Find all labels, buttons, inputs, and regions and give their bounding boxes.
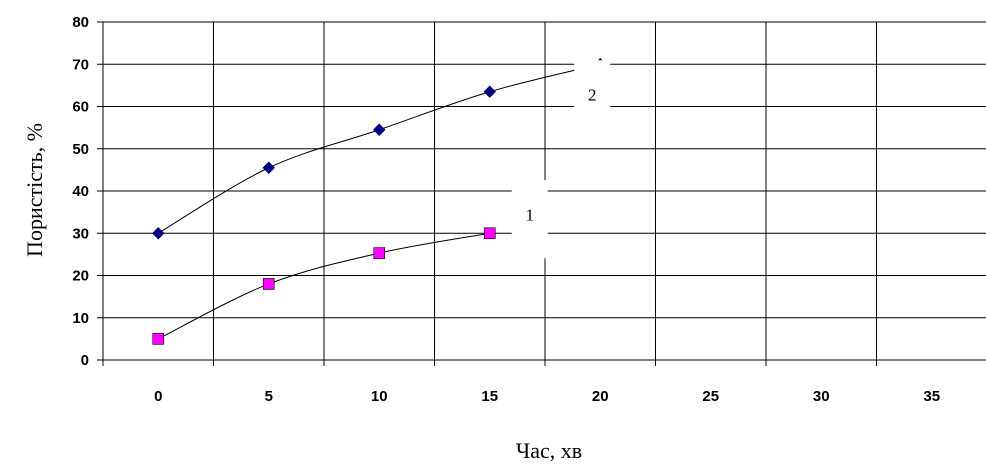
y-tick-label: 20 [72, 268, 89, 285]
diamond-marker [262, 161, 275, 174]
series-labels: 21 [511, 60, 653, 259]
y-tick-label: 10 [72, 310, 89, 327]
plot-grid [103, 21, 986, 360]
square-marker [483, 227, 496, 240]
series-label-backdrop [511, 180, 548, 259]
x-tick-label: 35 [923, 388, 940, 405]
series-line-1 [158, 232, 490, 340]
y-tick-label: 0 [81, 352, 89, 369]
x-tick-label: 5 [265, 388, 273, 405]
y-tick-label: 60 [72, 99, 89, 116]
series-label-1: 1 [526, 205, 535, 224]
y-tick-label: 50 [72, 141, 89, 158]
x-tick-label: 25 [702, 388, 719, 405]
diamond-marker [483, 85, 496, 98]
y-tick-label: 40 [72, 183, 89, 200]
x-tick-labels: 0 5 10 15 20 25 30 35 [154, 388, 940, 405]
x-tick-label: 15 [481, 388, 498, 405]
y-tick-labels: 0 10 20 30 40 50 60 70 80 [72, 14, 89, 369]
series-label-2: 2 [588, 85, 597, 104]
series-label-backdrop [574, 60, 611, 139]
square-marker [373, 247, 386, 259]
x-tick-label: 0 [154, 388, 162, 405]
square-marker [152, 333, 165, 345]
x-tick-label: 30 [813, 388, 830, 405]
diamond-marker [152, 227, 165, 240]
axes [97, 21, 986, 366]
x-tick-label: 10 [371, 388, 388, 405]
y-tick-label: 80 [72, 14, 89, 31]
diamond-marker [373, 123, 386, 136]
square-marker [262, 278, 275, 290]
y-tick-label: 70 [72, 56, 89, 73]
y-axis-label: Пористість, % [22, 123, 47, 257]
x-axis-label: Час, хв [516, 438, 582, 463]
x-tick-label: 20 [592, 388, 609, 405]
y-tick-label: 30 [72, 225, 89, 242]
